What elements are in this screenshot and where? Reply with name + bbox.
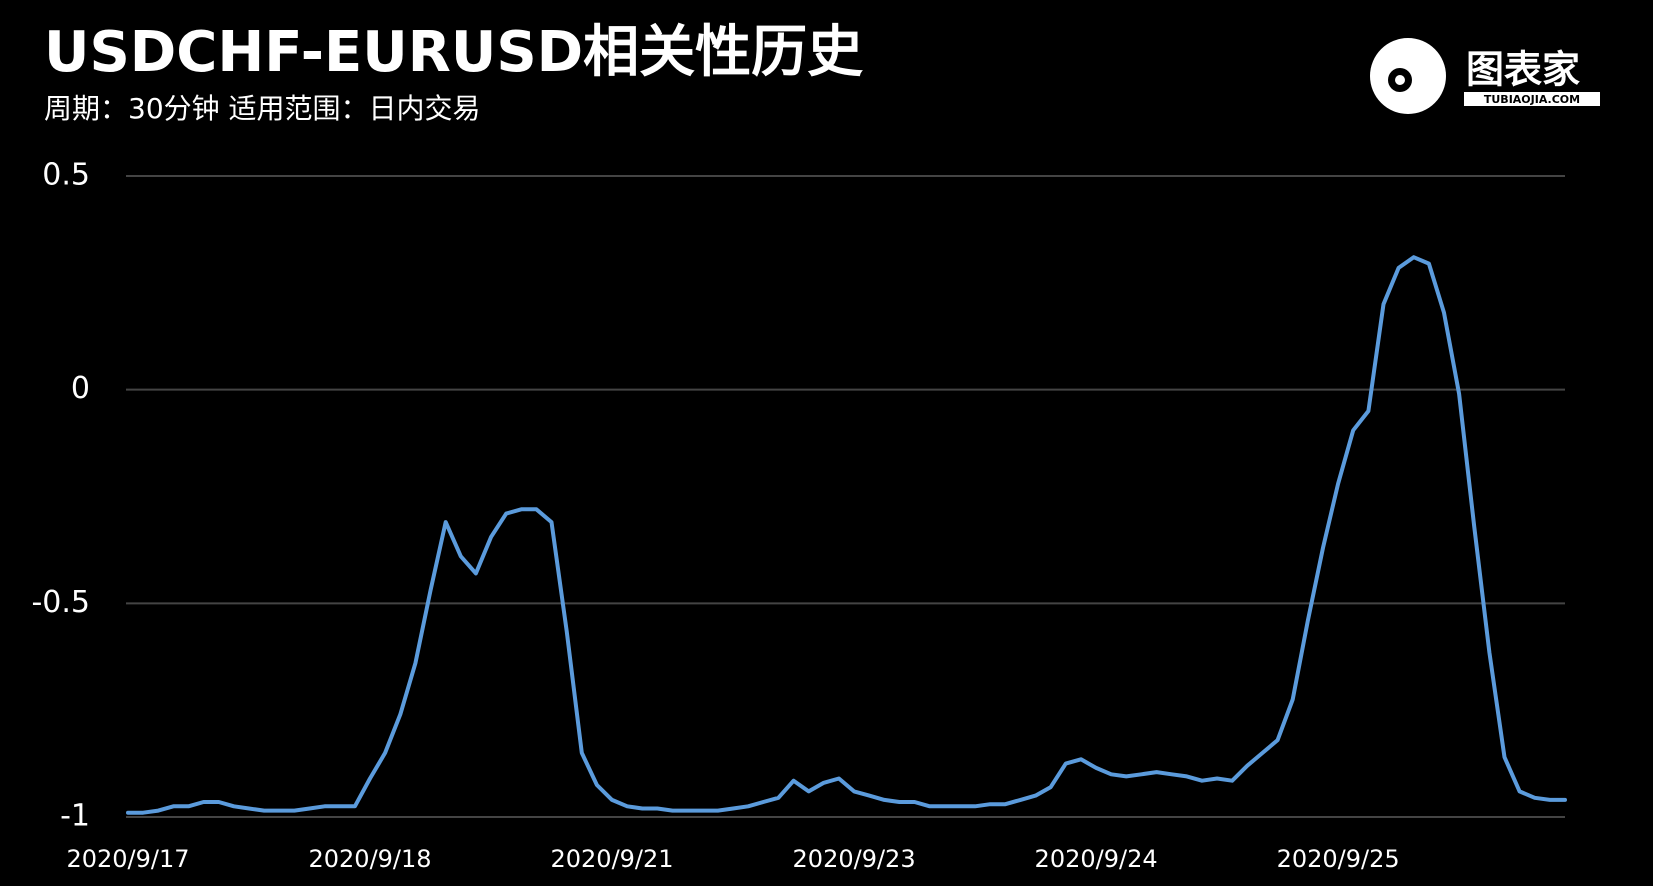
chart-subtitle: 周期：30分钟 适用范围：日内交易 <box>44 92 481 125</box>
x-tick-label: 2020/9/21 <box>551 845 674 873</box>
logo-eye-dot <box>1395 75 1405 85</box>
data-line <box>126 255 1567 815</box>
x-tick-label: 2020/9/25 <box>1277 845 1400 873</box>
chart-title: USDCHF-EURUSD相关性历史 <box>44 20 863 85</box>
y-tick-label: 0.5 <box>42 158 90 193</box>
x-tick-label: 2020/9/23 <box>793 845 916 873</box>
x-tick-label: 2020/9/17 <box>66 845 189 873</box>
y-tick-label: -1 <box>60 799 90 834</box>
y-tick-label: 0 <box>71 371 90 406</box>
logo-subtext: TUBIAOJIA.COM <box>1484 93 1580 106</box>
logo-text: 图表家 <box>1466 48 1580 92</box>
x-tick-label: 2020/9/18 <box>308 845 431 873</box>
x-tick-label: 2020/9/24 <box>1035 845 1158 873</box>
logo-bar <box>1464 92 1600 106</box>
logo: 图表家 TUBIAOJIA.COM <box>1370 38 1600 114</box>
y-tick-label: -0.5 <box>31 585 90 620</box>
